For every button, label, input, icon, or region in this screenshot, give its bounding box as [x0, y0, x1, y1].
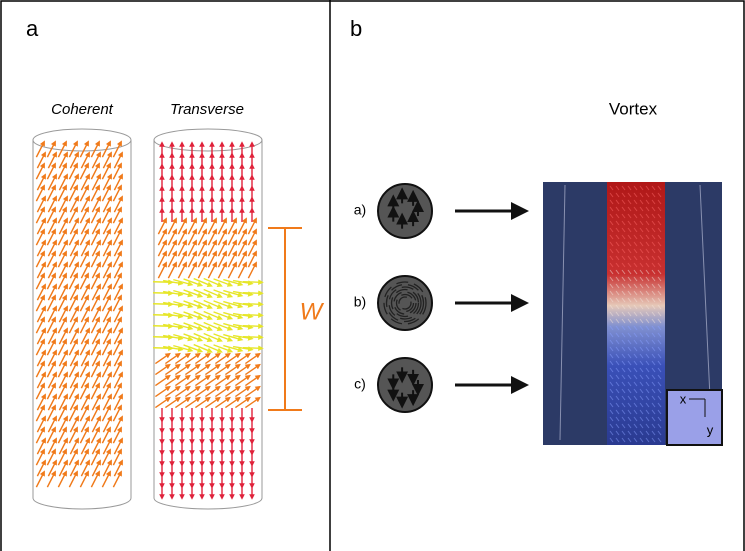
axis-label: y — [707, 422, 714, 437]
panel-label: b — [350, 16, 362, 41]
spin-arrows — [36, 143, 261, 497]
panel-label: a — [26, 16, 39, 41]
state-label: b) — [354, 294, 366, 310]
column-label: Transverse — [170, 101, 244, 118]
axes-inset — [667, 390, 722, 445]
spin-arrow — [243, 282, 261, 283]
spin-arrow — [80, 143, 87, 157]
cylinder-bottom — [33, 498, 131, 509]
axis-label: x — [680, 391, 687, 406]
state-icon — [378, 358, 432, 412]
spin-arrow — [243, 304, 261, 305]
spin-arrow — [243, 348, 261, 349]
cylinders — [33, 129, 262, 509]
vortex-title: Vortex — [609, 99, 658, 118]
cylinder-top — [154, 129, 262, 151]
column-label: Coherent — [51, 101, 114, 118]
spin-arrow — [69, 143, 76, 157]
spin-arrow — [243, 337, 261, 338]
width-label: W — [300, 298, 325, 325]
spin-arrow — [243, 315, 261, 316]
spin-arrow — [47, 143, 54, 157]
figure: a b Coherent Transverse W Vortex a)b)c) … — [0, 0, 745, 551]
spin-arrow — [243, 326, 261, 327]
spin-arrow — [243, 293, 261, 294]
cylinder-top — [33, 129, 131, 151]
state-label: a) — [354, 202, 366, 218]
cylinder-bottom — [154, 498, 262, 509]
width-bracket — [268, 228, 302, 410]
state-icon — [378, 184, 432, 238]
spin-arrow — [113, 143, 120, 157]
state-label: c) — [354, 376, 366, 392]
